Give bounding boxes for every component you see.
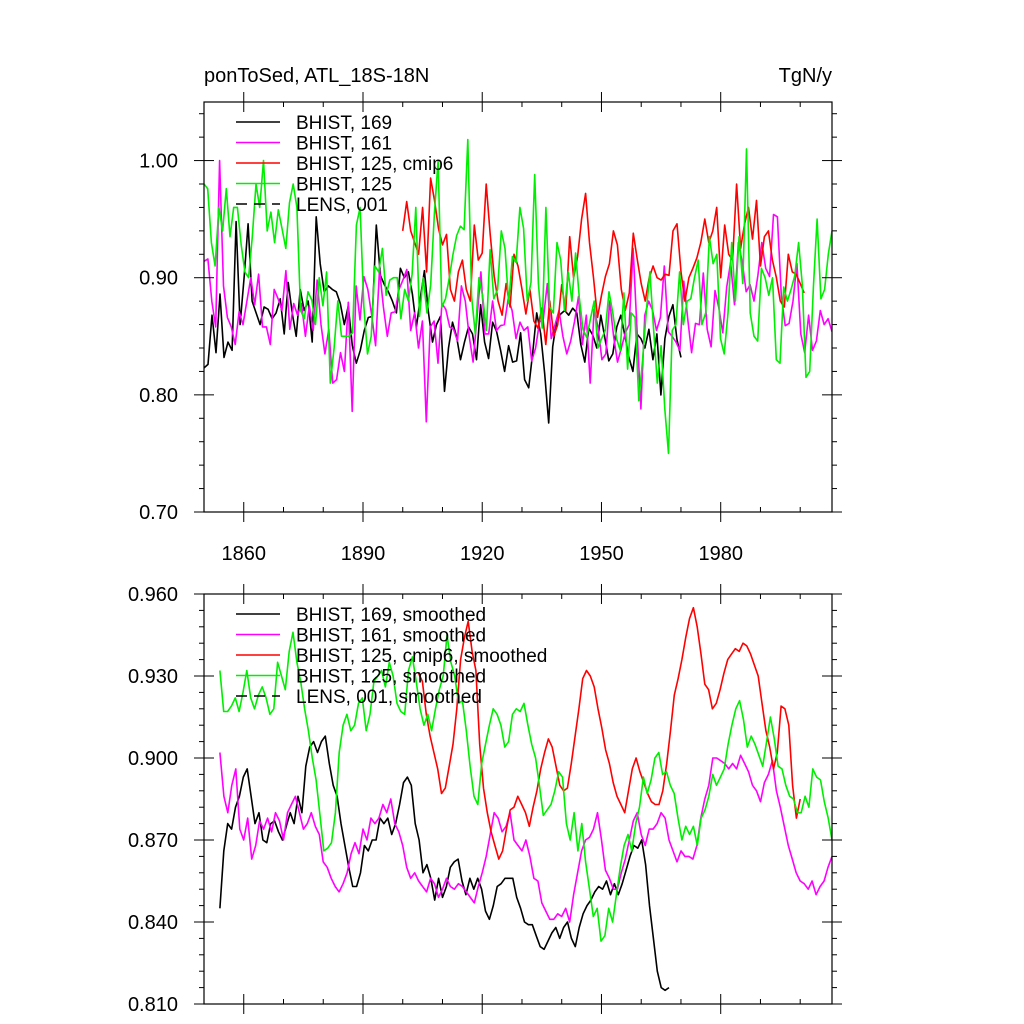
legend-label: LENS, 001 [296,195,388,216]
top-panel: 0.70 0.80 0.90 1.00 1860 1890 1920 1950 1980 ponT… [139,65,842,565]
chart-title: ponToSed, ATL_18S-18N [204,65,429,87]
x-tick-label: 1920 [460,543,505,565]
x-ticks [203,92,801,522]
series-line-1 [204,159,832,423]
series-lines [204,138,832,455]
y-tick-label: 0.960 [128,584,178,606]
y-tick-label: 0.70 [139,502,178,524]
plot-frame [203,593,833,1005]
y-tick-label: 0.870 [128,830,178,852]
y-ticks [194,113,842,513]
legend-label: BHIST, 169 [296,113,392,134]
series-line-0 [219,735,670,992]
legend-label: BHIST, 169, smoothed [296,605,486,626]
bottom-panel: 0.810 0.840 0.870 0.900 0.930 0.960 BHIST, 169… [128,584,842,1016]
y-ticks [194,593,842,1005]
legend-label: BHIST, 125, smoothed [296,667,486,688]
legend-label: BHIST, 125, cmip6, smoothed [296,646,547,667]
y-tick-label: 0.90 [139,268,178,290]
series-line-2 [401,177,805,346]
x-ticks [203,584,801,1014]
series-line-3 [204,138,832,455]
x-tick-label: 1980 [698,543,743,565]
series-line-0 [204,216,682,424]
legend-label: BHIST, 125 [296,175,392,196]
legend-label: LENS, 001, smoothed [296,687,482,708]
legend-label: BHIST, 125, cmip6 [296,154,453,175]
series-line-1 [219,752,832,923]
legend-label: BHIST, 161, smoothed [296,626,486,647]
plot-frame [203,101,833,513]
y-tick-label: 0.840 [128,912,178,934]
y-tick-label: 0.810 [128,994,178,1016]
y-tick-label: 0.900 [128,748,178,770]
x-tick-label: 1890 [341,543,386,565]
legend-label: BHIST, 161 [296,134,392,155]
y-tick-label: 0.930 [128,666,178,688]
series-lines [219,606,832,992]
y-tick-label: 1.00 [139,151,178,173]
units-label: TgN/y [779,65,832,87]
series-line-3 [219,631,832,942]
series-line-2 [417,606,801,860]
x-tick-label: 1860 [221,543,266,565]
x-tick-label: 1950 [579,543,624,565]
y-tick-label: 0.80 [139,385,178,407]
